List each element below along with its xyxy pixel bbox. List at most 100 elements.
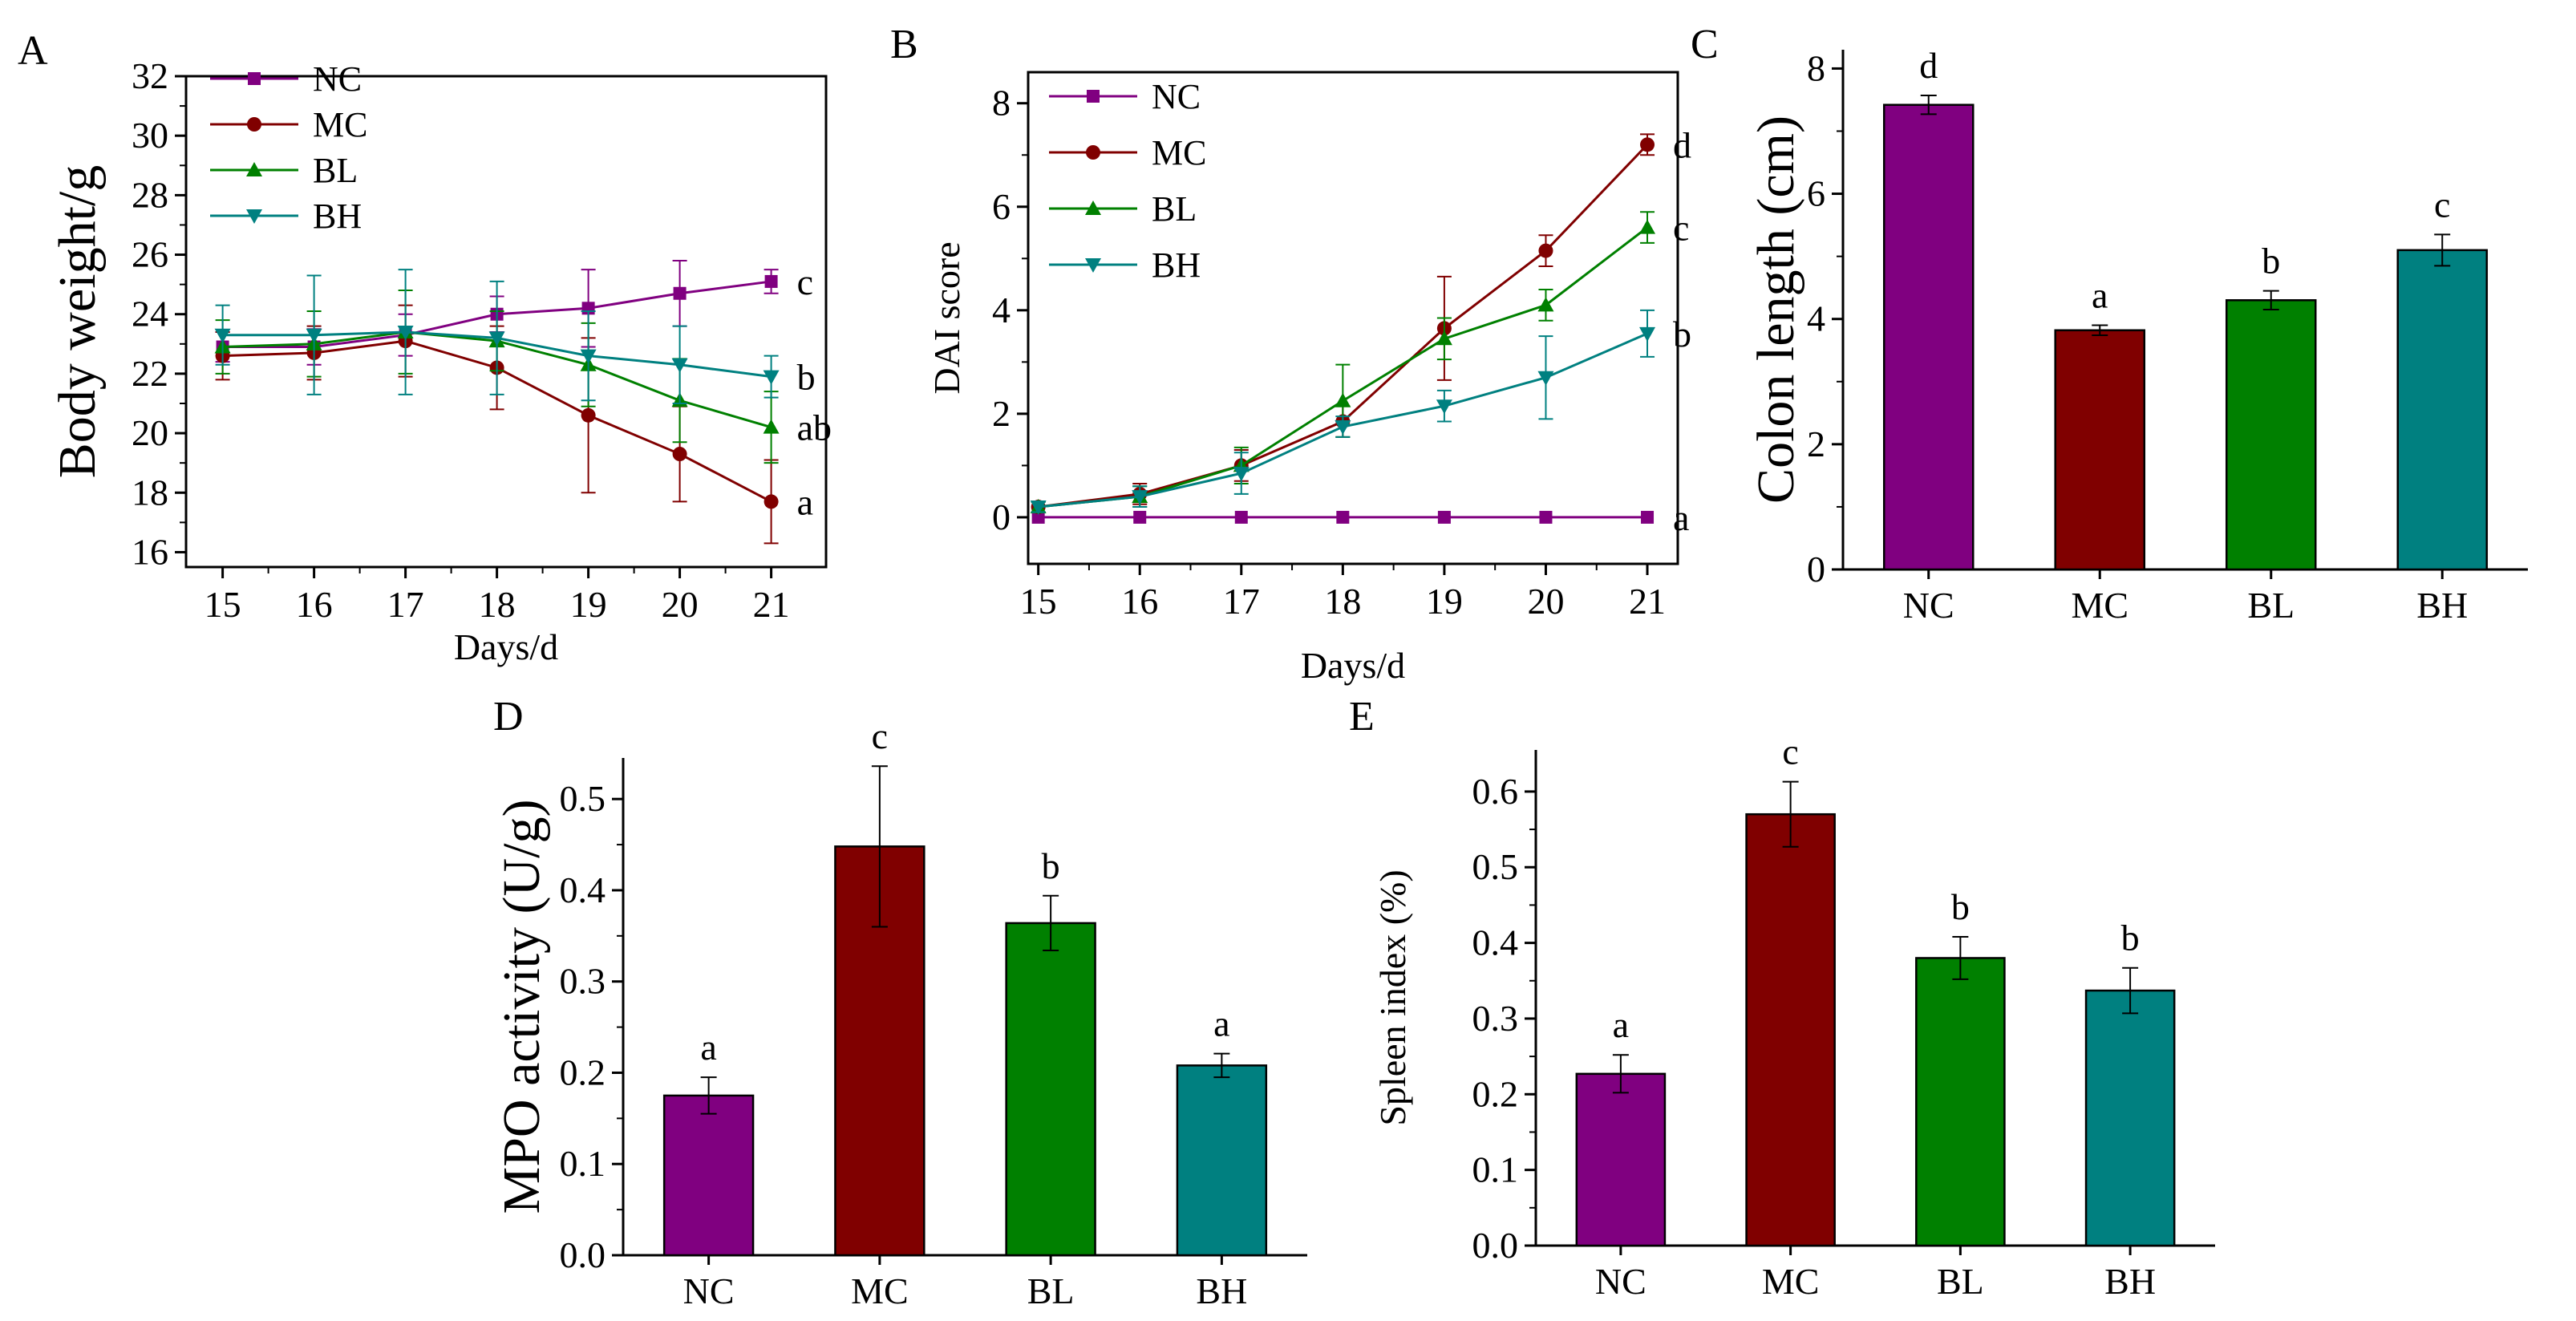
legend-marker-mc: [1086, 145, 1100, 160]
legend-label-bl: BL: [1152, 189, 1197, 229]
bar-bl: [2225, 299, 2317, 571]
data-point-bh: [1436, 399, 1452, 415]
y-tick-label: 16: [132, 531, 168, 572]
y-tick-label: 0.2: [1472, 1073, 1519, 1114]
significance-label-bh: c: [2434, 184, 2450, 225]
y-tick-label: 0.6: [1472, 771, 1519, 812]
panel-letter-e: E: [1349, 694, 1375, 740]
x-tick-label-bh: BH: [2416, 585, 2468, 626]
x-tick-label-mc: MC: [2071, 585, 2128, 626]
panel-a-body-weight-chart: 16 18 20 22 24 26 28 30 32 15 16 17 18 19 20 21 Days/d Bo…: [48, 55, 832, 667]
data-point-bl: [1639, 219, 1656, 234]
legend-label-nc: NC: [1152, 77, 1201, 116]
y-tick-label: 24: [132, 294, 168, 334]
significance-label-mc: d: [1673, 124, 1691, 165]
data-point-bh: [1639, 326, 1656, 342]
significance-label-bl: b: [1042, 845, 1060, 886]
x-tick-label: 20: [1527, 581, 1564, 622]
y-axis-title: Spleen index (%): [1372, 869, 1413, 1125]
bar-mc: [1745, 812, 1836, 1247]
panel-letter-b: B: [890, 22, 918, 67]
legend-marker-bl: [1085, 201, 1101, 215]
data-point-bl: [1537, 297, 1554, 312]
data-point-bh: [488, 331, 505, 346]
legend-label-bl: BL: [313, 151, 358, 190]
y-axis-title: DAI score: [926, 241, 967, 394]
x-tick-label-mc: MC: [851, 1270, 909, 1311]
x-tick-label: 21: [1629, 581, 1666, 622]
x-tick-label-bl: BL: [1937, 1261, 1984, 1302]
y-axis-title: Colon length (cm): [1747, 115, 1805, 504]
x-tick-label: 19: [1426, 581, 1463, 622]
x-tick-label-bh: BH: [2104, 1261, 2156, 1302]
data-point-nc: [1336, 510, 1350, 524]
data-point-mc: [581, 407, 596, 423]
data-point-bh: [214, 328, 231, 343]
legend: NC MC BL BH: [210, 59, 367, 236]
bar-bh: [2084, 989, 2176, 1247]
x-tick-label: 15: [1020, 581, 1057, 622]
data-point-bl: [1335, 392, 1351, 407]
y-tick-label: 4: [992, 290, 1011, 330]
data-point-mc: [672, 447, 687, 462]
y-tick-label: 0.4: [1472, 922, 1519, 963]
series-bh: [214, 269, 780, 404]
y-tick-label: 0.5: [1472, 846, 1519, 887]
bar-bl: [1915, 957, 2006, 1247]
data-point-nc: [1641, 510, 1655, 524]
y-tick-label: 0.2: [560, 1052, 606, 1092]
x-axis-title: Days/d: [1301, 645, 1405, 686]
panel-letter-a: A: [18, 28, 48, 74]
legend-label-nc: NC: [313, 59, 362, 99]
data-point-bh: [1132, 490, 1148, 505]
y-tick-label: 0.5: [560, 778, 606, 819]
y-tick-label: 4: [1807, 298, 1825, 339]
panel-b-dai-score-chart: 0 2 4 6 8 15 16 17 18 19 20 21 Days/d DAI score a d c b NC…: [926, 71, 1691, 686]
data-point-mc: [1640, 137, 1655, 152]
y-tick-label: 22: [132, 353, 168, 394]
bar-nc: [1575, 1072, 1667, 1247]
x-tick-label-bh: BH: [1196, 1270, 1247, 1311]
x-axis-title: Days/d: [454, 626, 558, 667]
legend-marker-bl: [246, 162, 262, 176]
y-tick-label: 8: [1807, 47, 1825, 88]
data-point-nc: [764, 274, 778, 288]
data-point-bh: [1030, 500, 1047, 516]
y-tick-label: 0.3: [560, 961, 606, 1002]
x-tick-label-bl: BL: [1027, 1270, 1075, 1311]
x-tick-label: 19: [570, 584, 607, 625]
plot-frame: [184, 75, 828, 569]
y-tick-label: 20: [132, 412, 168, 453]
x-tick-label: 15: [205, 584, 241, 625]
significance-label-mc: c: [1782, 731, 1798, 772]
y-tick-label: 0.0: [1472, 1225, 1519, 1266]
legend-marker-mc: [247, 117, 261, 132]
significance-label-bh: b: [2121, 918, 2140, 958]
data-point-bl: [763, 419, 780, 434]
bar-bl: [1005, 922, 1096, 1257]
legend-marker-bh: [246, 209, 262, 224]
bar-nc: [1882, 103, 1975, 571]
data-point-bh: [671, 358, 688, 373]
bar-mc: [2054, 329, 2146, 571]
y-tick-label: 0: [992, 496, 1011, 537]
data-point-nc: [1437, 510, 1451, 524]
legend-marker-bh: [1085, 258, 1101, 273]
significance-label-bl: b: [2262, 241, 2280, 282]
data-point-bh: [1537, 371, 1554, 386]
y-tick-label: 6: [992, 186, 1011, 227]
y-tick-label: 0.0: [560, 1234, 606, 1275]
panel-e-spleen-index-chart: 0.0 0.1 0.2 0.3 0.4 0.5 0.6 Spleen index (%) a NC…: [1372, 731, 2215, 1302]
y-tick-label: 0.1: [560, 1143, 606, 1184]
y-tick-label: 18: [132, 472, 168, 513]
y-tick-label: 0: [1807, 549, 1825, 590]
significance-label-nc: a: [700, 1027, 716, 1068]
y-tick-label: 28: [132, 174, 168, 215]
legend-label-mc: MC: [1152, 133, 1206, 172]
y-axis-title: Body weight/g: [48, 165, 107, 479]
panel-letter-c: C: [1691, 22, 1719, 67]
significance-label-nc: a: [1673, 497, 1689, 538]
